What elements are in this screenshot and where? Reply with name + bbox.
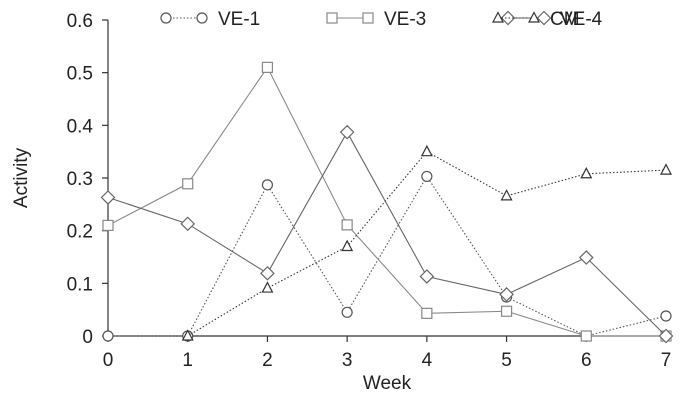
legend-marker-ve-3 <box>326 12 338 24</box>
data-point-ve-1 <box>660 310 672 322</box>
data-point-ve-3 <box>421 307 433 319</box>
y-ticks: 0 0.1 0.2 0.3 0.4 0.5 0.6 <box>67 11 108 348</box>
y-tick-label: 0 <box>82 327 93 348</box>
data-point-ve-3 <box>500 305 513 317</box>
legend-label-cm: CM <box>550 9 580 30</box>
data-point-cm <box>261 281 274 293</box>
y-tick-label: 0.1 <box>67 274 93 295</box>
data-point-ve-4 <box>499 287 514 302</box>
x-tick-label: 4 <box>422 350 433 371</box>
y-tick-label: 0.5 <box>67 64 93 85</box>
legend-item-ve-1: VE-1 <box>160 9 260 30</box>
series-line-ve-4 <box>107 131 667 337</box>
legend-marker-ve-4 <box>536 10 552 26</box>
data-point-ve-3 <box>102 219 114 231</box>
data-point-ve-3 <box>182 178 194 190</box>
legend-item-ve-4: VE-4 <box>500 9 603 30</box>
data-point-cm <box>181 329 194 341</box>
series-ve-3 <box>102 61 672 342</box>
data-point-ve-4 <box>658 328 674 344</box>
y-tick-label: 0.3 <box>67 169 93 190</box>
legend-marker-ve-1 <box>160 12 172 24</box>
legend-item-ve-3: VE-3 <box>326 9 426 30</box>
legend-label-ve-3: VE-3 <box>384 9 426 30</box>
x-tick-label: 3 <box>342 350 353 371</box>
data-point-cm <box>420 144 433 157</box>
legend-marker-cm <box>492 11 504 23</box>
legend-marker-ve-1 <box>196 12 208 24</box>
data-point-ve-1 <box>341 306 353 318</box>
data-point-ve-1 <box>261 179 274 191</box>
legend-marker-ve-3 <box>362 12 374 24</box>
y-tick-label: 0.4 <box>67 116 94 137</box>
legend: VE-1 VE-3 VE-4CM <box>160 9 603 30</box>
series-layer <box>100 61 674 344</box>
series-cm <box>181 144 672 341</box>
y-tick-label: 0.6 <box>67 11 93 32</box>
series-line-ve-1 <box>108 175 667 337</box>
legend-item-cm: CM <box>492 9 580 30</box>
data-point-ve-1 <box>421 170 433 183</box>
y-tick-label: 0.2 <box>67 222 93 243</box>
series-line-ve-3 <box>107 66 666 337</box>
x-tick-label: 2 <box>262 350 273 371</box>
x-tick-label: 7 <box>661 350 672 371</box>
data-point-cm <box>580 166 593 179</box>
data-point-ve-3 <box>261 61 274 74</box>
x-tick-label: 6 <box>581 350 592 371</box>
data-point-ve-4 <box>578 250 594 265</box>
data-point-ve-4 <box>260 265 275 281</box>
data-point-cm <box>500 189 513 201</box>
data-point-ve-4 <box>339 124 355 140</box>
data-point-cm <box>341 239 354 252</box>
data-point-ve-3 <box>580 330 592 342</box>
data-point-ve-3 <box>341 219 353 231</box>
data-point-cm <box>660 163 672 175</box>
legend-label-ve-1: VE-1 <box>218 9 260 30</box>
x-tick-label: 0 <box>103 350 114 371</box>
data-point-ve-4 <box>100 190 116 205</box>
series-ve-4 <box>100 124 674 344</box>
x-tick-label: 1 <box>182 350 193 371</box>
legend-marker-ve-4 <box>500 10 516 26</box>
data-point-ve-4 <box>419 269 435 284</box>
data-point-ve-1 <box>102 330 114 342</box>
legend-marker-cm <box>528 11 540 23</box>
data-point-ve-4 <box>180 216 196 232</box>
x-axis-title: Week <box>363 373 412 393</box>
x-tick-label: 5 <box>501 350 512 371</box>
y-axis-title: Activity <box>11 147 32 208</box>
legend-label-ve-4: VE-4 <box>560 9 603 30</box>
